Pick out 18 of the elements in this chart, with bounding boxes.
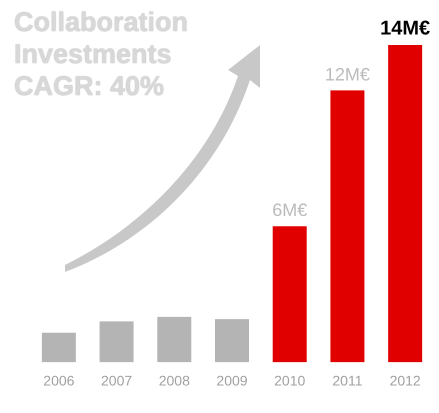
bar — [100, 321, 134, 362]
data-label: 14M€ — [380, 18, 430, 40]
bar — [215, 319, 249, 362]
data-label: 6M€ — [272, 200, 308, 220]
data-label: 12M€ — [324, 64, 370, 84]
chart-title: Collaboration Investments CAGR: 40% — [14, 6, 188, 102]
x-tick-label: 2012 — [390, 372, 421, 388]
x-tick-label: 2009 — [216, 372, 248, 388]
x-tick-label: 2007 — [100, 372, 132, 388]
x-tick-label: 2006 — [43, 372, 75, 388]
bar — [330, 90, 364, 362]
bar — [272, 226, 307, 362]
bar — [388, 45, 422, 362]
x-tick-label: 2008 — [158, 372, 190, 388]
x-tick-label: 2010 — [274, 372, 306, 388]
bar — [42, 332, 76, 362]
x-tick-label: 2011 — [332, 372, 363, 388]
bar — [157, 316, 192, 362]
